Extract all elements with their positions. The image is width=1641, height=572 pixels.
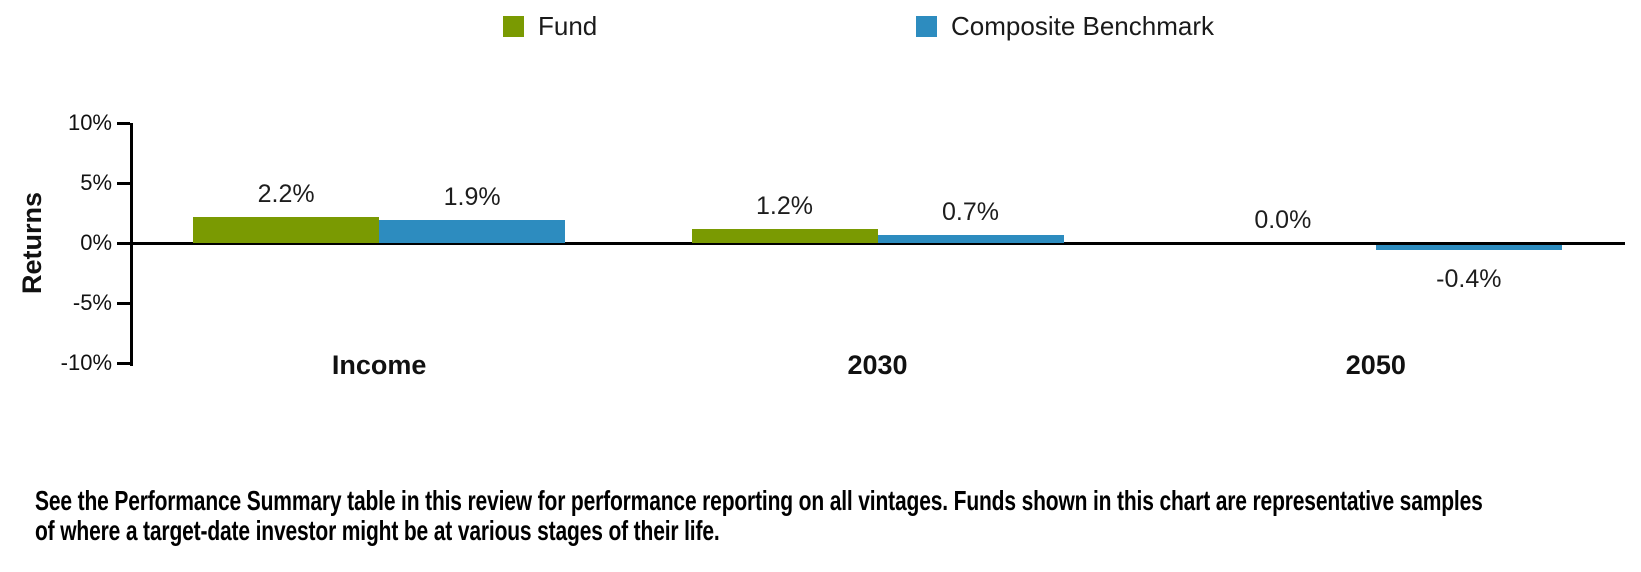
y-axis-tick-label: 5% bbox=[80, 170, 112, 195]
legend-swatch-benchmark-icon bbox=[916, 15, 937, 37]
legend-label-benchmark: Composite Benchmark bbox=[951, 10, 1214, 41]
value-label-composite-benchmark-2030: 0.7% bbox=[942, 197, 999, 226]
y-axis-tick-label: -10% bbox=[60, 350, 112, 375]
bar-composite-benchmark-income bbox=[379, 220, 566, 243]
y-axis-tick bbox=[117, 302, 130, 305]
legend-label-fund: Fund bbox=[538, 10, 598, 41]
legend-swatch-fund-icon bbox=[503, 15, 524, 37]
y-axis-tick-label: 10% bbox=[67, 110, 112, 135]
legend-item-fund: Fund bbox=[503, 10, 598, 41]
zero-baseline bbox=[130, 242, 1625, 245]
footnote-line-2: of where a target-date investor might be… bbox=[35, 515, 720, 546]
y-axis-tick-label: 0% bbox=[80, 230, 112, 255]
category-label-income: Income bbox=[331, 350, 427, 380]
value-label-fund-2030: 1.2% bbox=[756, 191, 813, 220]
value-label-composite-benchmark-2050: -0.4% bbox=[1436, 264, 1502, 293]
bar-composite-benchmark-2030 bbox=[877, 234, 1064, 243]
category-label-2050: 2050 bbox=[1345, 350, 1406, 380]
bar-fund-income bbox=[193, 216, 380, 243]
y-axis-tick bbox=[117, 182, 130, 185]
value-label-composite-benchmark-income: 1.9% bbox=[443, 183, 501, 212]
y-axis-tick bbox=[117, 122, 130, 125]
value-label-fund-income: 2.2% bbox=[257, 179, 315, 208]
y-axis-tick bbox=[117, 362, 130, 365]
y-axis-tick bbox=[117, 242, 130, 245]
category-label-2030: 2030 bbox=[847, 350, 908, 380]
footnote-line-1: See the Performance Summary table in thi… bbox=[35, 485, 1483, 516]
footnote: See the Performance Summary table in thi… bbox=[35, 486, 1483, 546]
legend-item-composite-benchmark: Composite Benchmark bbox=[916, 10, 1214, 41]
bar-composite-benchmark-2050 bbox=[1375, 245, 1562, 250]
y-axis-tick-label: -5% bbox=[72, 290, 112, 315]
bar-fund-2030 bbox=[691, 228, 878, 243]
value-label-fund-2050: 0.0% bbox=[1254, 206, 1312, 234]
